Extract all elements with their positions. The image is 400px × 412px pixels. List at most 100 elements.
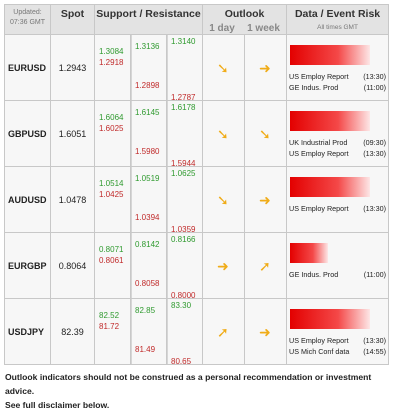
arrow-up-right-icon: ➚ — [259, 258, 271, 274]
resistance-1: 1.0514 — [99, 179, 124, 188]
support-2: 1.5980 — [135, 147, 160, 156]
pair-name: EURUSD — [4, 34, 51, 101]
event-item: UK Industrial Prod (09:30) — [289, 138, 386, 147]
outlook-1day-cell: ➚ — [202, 298, 246, 365]
levels-column-2: 1.6145 1.5980 — [130, 100, 167, 167]
outlook-1day-cell: ➘ — [202, 100, 246, 167]
event-time: (11:00) — [363, 270, 387, 279]
level-divider — [167, 101, 168, 166]
arrow-down-right-icon: ➘ — [217, 192, 229, 208]
support-3: 1.0359 — [171, 225, 196, 234]
outlook-1day-cell: ➘ — [202, 166, 246, 233]
levels-column-3: 1.0625 1.0359 — [165, 166, 204, 234]
event-item: GE Indus. Prod (11:00) — [289, 83, 386, 92]
event-risk-cell: US Employ Report (13:30) — [286, 166, 390, 233]
event-name: US Employ Report — [289, 149, 349, 158]
pair-row-audusd: AUDUSD 1.0478 1.0514 1.0425 1.0519 1.0394 1.06… — [4, 166, 390, 234]
outlook-1week-cell: ➘ — [244, 100, 288, 167]
data-event-risk-title: Data / Event Risk — [294, 8, 381, 20]
outlook-1week-label: 1 week — [247, 23, 280, 34]
data-event-risk-header: Data / Event Risk All times GMT — [286, 4, 390, 35]
resistance-2: 1.3136 — [135, 42, 160, 51]
level-divider — [167, 299, 168, 364]
disclaimer: Outlook indicators should not be constru… — [5, 370, 397, 412]
spot-price: 1.6051 — [50, 100, 95, 167]
arrow-down-right-icon: ➘ — [259, 126, 271, 142]
spot-price: 1.2943 — [50, 34, 95, 101]
spot-price: 82.39 — [50, 298, 95, 365]
support-3: 1.5944 — [171, 159, 196, 168]
pair-name: USDJPY — [4, 298, 51, 365]
outlook-title: Outlook — [224, 8, 265, 20]
risk-level-bar — [290, 177, 371, 197]
times-note: All times GMT — [317, 24, 358, 31]
support-2: 1.0394 — [135, 213, 160, 222]
levels-column-1: 1.3084 1.2918 — [94, 34, 131, 101]
resistance-3: 1.6178 — [171, 103, 196, 112]
levels-column-2: 1.0519 1.0394 — [130, 166, 167, 233]
outlook-1week-cell: ➜ — [244, 34, 288, 101]
levels-column-1: 1.6064 1.6025 — [94, 100, 131, 167]
spot-header: Spot — [50, 4, 95, 35]
resistance-2: 0.8142 — [135, 240, 160, 249]
support-1: 1.0425 — [99, 190, 124, 199]
outlook-1week-cell: ➜ — [244, 298, 288, 365]
levels-column-2: 1.3136 1.2898 — [130, 34, 167, 101]
outlook-1week-cell: ➜ — [244, 166, 288, 233]
levels-column-1: 0.8071 0.8061 — [94, 232, 131, 299]
levels-column-3: 1.6178 1.5944 — [165, 100, 204, 168]
event-time: (13:30) — [363, 149, 387, 158]
resistance-1: 1.6064 — [99, 113, 124, 122]
event-risk-cell: US Employ Report (13:30) GE Indus. Prod (11… — [286, 34, 390, 101]
level-divider — [131, 299, 132, 364]
risk-level-bar — [290, 309, 371, 329]
event-name: GE Indus. Prod — [289, 83, 339, 92]
risk-level-bar — [290, 111, 371, 131]
arrow-down-right-icon: ➘ — [217, 60, 229, 76]
disclaimer-line-1: Outlook indicators should not be constru… — [5, 372, 372, 396]
risk-level-bar — [290, 243, 329, 263]
resistance-3: 83.30 — [171, 301, 192, 310]
support-2: 81.49 — [135, 345, 156, 354]
spot-price: 1.0478 — [50, 166, 95, 233]
outlook-1day-cell: ➜ — [202, 232, 246, 299]
event-item: US Mich Conf data (14:55) — [289, 347, 386, 356]
event-time: (14:55) — [363, 347, 387, 356]
arrow-up-right-icon: ➚ — [217, 324, 229, 340]
event-item: GE Indus. Prod (11:00) — [289, 270, 386, 279]
event-time: (13:30) — [363, 72, 387, 81]
event-name: GE Indus. Prod — [289, 270, 339, 279]
pair-name: EURGBP — [4, 232, 51, 299]
updated-header: Updated: 07:36 GMT — [4, 4, 51, 35]
event-time: (11:00) — [363, 83, 387, 92]
risk-level-bar — [290, 45, 371, 65]
resistance-1: 0.8071 — [99, 245, 124, 254]
arrow-right-icon: ➜ — [259, 192, 271, 208]
event-time: (13:30) — [363, 204, 387, 213]
resistance-1: 82.52 — [99, 311, 120, 320]
levels-column-1: 1.0514 1.0425 — [94, 166, 131, 233]
event-risk-cell: UK Industrial Prod (09:30) US Employ Repor… — [286, 100, 390, 167]
levels-column-3: 1.3140 1.2787 — [165, 34, 204, 102]
levels-column-2: 82.85 81.49 — [130, 298, 167, 365]
event-name: US Employ Report — [289, 336, 349, 345]
arrow-right-icon: ➜ — [217, 258, 229, 274]
support-3: 0.8000 — [171, 291, 196, 300]
pair-name: GBPUSD — [4, 100, 51, 167]
support-2: 0.8058 — [135, 279, 160, 288]
resistance-3: 1.0625 — [171, 169, 196, 178]
arrow-down-right-icon: ➘ — [217, 126, 229, 142]
pair-row-gbpusd: GBPUSD 1.6051 1.6064 1.6025 1.6145 1.5980 1.61… — [4, 100, 390, 168]
outlook-header: Outlook 1 day 1 week — [202, 4, 288, 35]
level-divider — [131, 35, 132, 100]
support-1: 81.72 — [99, 322, 120, 331]
resistance-2: 1.6145 — [135, 108, 160, 117]
outlook-1week-cell: ➚ — [244, 232, 288, 299]
pair-name: AUDUSD — [4, 166, 51, 233]
outlook-1day-cell: ➘ — [202, 34, 246, 101]
event-name: US Employ Report — [289, 72, 349, 81]
pair-row-eurgbp: EURGBP 0.8064 0.8071 0.8061 0.8142 0.8058 0.81… — [4, 232, 390, 300]
level-divider — [131, 167, 132, 232]
support-1: 0.8061 — [99, 256, 124, 265]
event-time: (09:30) — [363, 138, 387, 147]
